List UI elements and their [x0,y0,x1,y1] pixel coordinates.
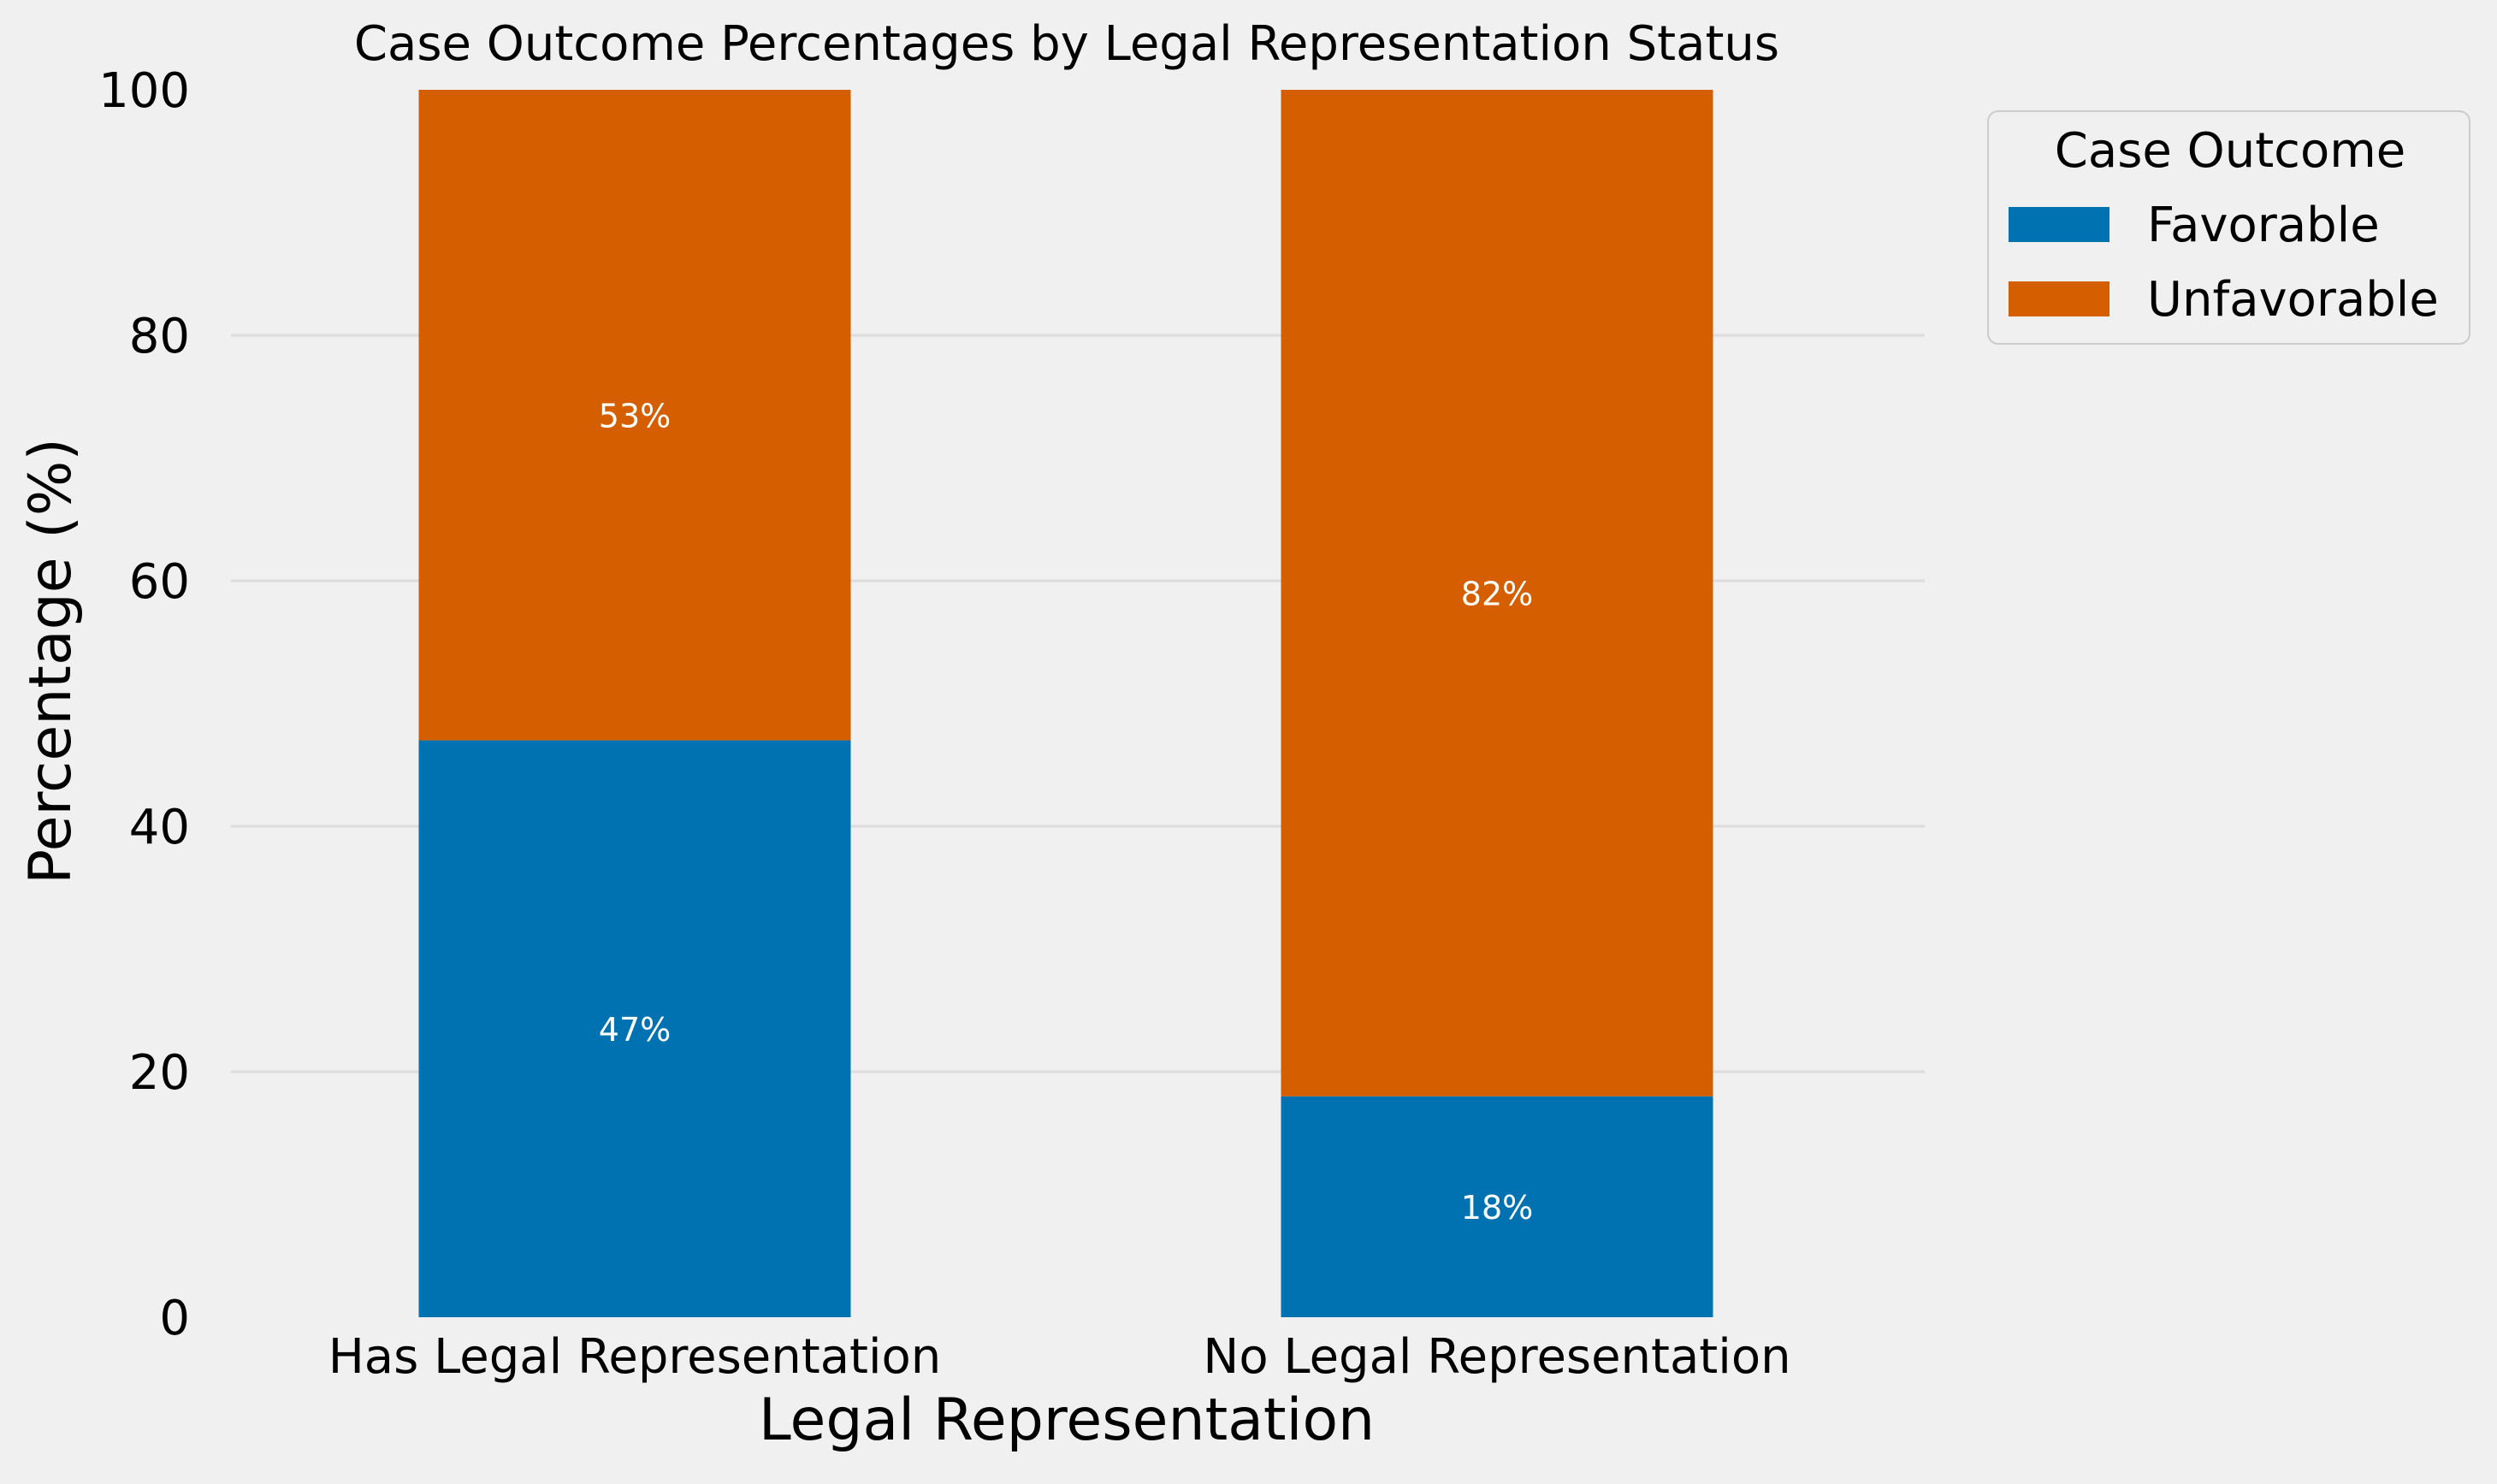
x-tick-label: Has Legal Representation [328,1329,942,1385]
y-axis-ticks: 0 20 40 60 80 100 [98,63,190,1346]
y-tick-label: 0 [159,1291,190,1346]
y-tick-label: 20 [129,1045,190,1101]
y-tick-label: 40 [129,800,190,855]
x-tick-label: No Legal Representation [1203,1329,1790,1385]
bar-value-label: 53% [599,397,671,435]
legend-swatch-favorable [2009,207,2109,242]
bar-value-labels: 47% 53% 18% 82% [599,397,1533,1227]
bar-value-label: 82% [1461,575,1533,612]
legend-label-unfavorable: Unfavorable [2147,272,2439,328]
x-axis-ticks: Has Legal Representation No Legal Represe… [328,1329,1791,1385]
y-tick-label: 60 [129,554,190,610]
bar-value-label: 18% [1461,1189,1533,1227]
y-axis-label: Percentage (%) [17,438,85,884]
y-tick-label: 100 [98,63,190,119]
legend-label-favorable: Favorable [2147,198,2380,253]
bar-favorable-1 [418,740,851,1317]
bars [418,90,1713,1317]
bar-value-label: 47% [599,1011,671,1049]
x-axis-label: Legal Representation [759,1386,1375,1454]
legend-title: Case Outcome [2055,123,2405,179]
bar-unfavorable-1 [418,90,851,741]
chart-title: Case Outcome Percentages by Legal Repres… [354,16,1779,72]
bar-favorable-2 [1281,1096,1713,1317]
legend-items: Favorable Unfavorable [2009,198,2439,328]
legend: Case Outcome Favorable Unfavorable [1987,110,2470,345]
bar-unfavorable-2 [1281,90,1713,1097]
y-tick-label: 80 [129,309,190,364]
legend-swatch-unfavorable [2009,281,2109,316]
